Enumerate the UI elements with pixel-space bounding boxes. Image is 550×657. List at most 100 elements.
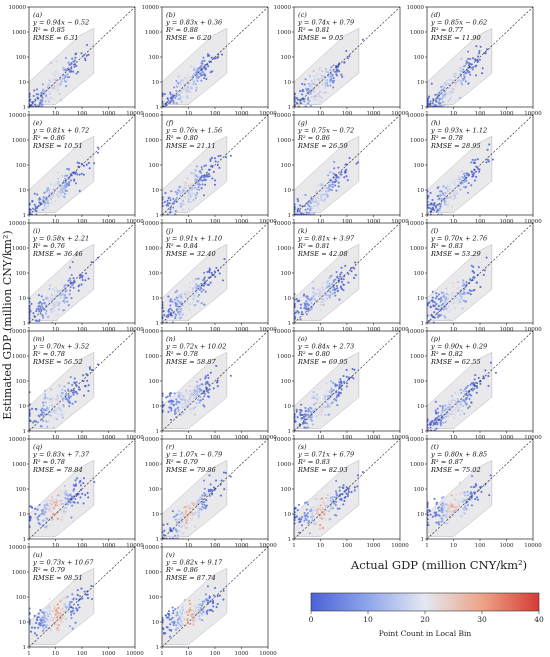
data-point — [51, 524, 54, 527]
data-point — [202, 56, 205, 59]
data-point — [304, 208, 307, 211]
data-point — [477, 376, 480, 380]
data-point — [338, 507, 341, 510]
x-tick-label: 10 — [317, 543, 324, 549]
data-point — [35, 307, 38, 310]
data-point — [299, 90, 302, 93]
data-point — [464, 498, 467, 502]
data-point — [347, 272, 350, 275]
data-point — [183, 517, 186, 520]
data-point — [485, 48, 489, 51]
data-point — [440, 104, 443, 107]
data-point — [319, 527, 322, 530]
data-point — [324, 413, 327, 417]
data-point — [466, 490, 469, 493]
data-point — [174, 190, 177, 193]
data-point — [57, 186, 61, 189]
data-point — [314, 508, 317, 511]
data-point — [443, 202, 446, 205]
y-tick-label: 10000 — [9, 221, 27, 227]
data-point — [197, 76, 200, 79]
data-point — [328, 397, 331, 400]
data-point — [189, 521, 192, 524]
data-point — [199, 378, 202, 381]
data-point — [58, 198, 61, 201]
data-point — [310, 198, 314, 201]
data-point — [65, 69, 68, 72]
r-squared: R² = 0.76 — [32, 242, 65, 250]
data-point — [173, 392, 176, 395]
data-point — [168, 537, 172, 539]
data-point — [455, 493, 458, 496]
data-point — [204, 382, 207, 386]
data-point — [177, 401, 180, 404]
data-point — [65, 289, 68, 292]
data-point — [69, 501, 72, 504]
data-point — [180, 197, 183, 200]
data-point — [436, 421, 439, 424]
rmse-value: RMSE = 21.11 — [165, 142, 216, 150]
data-point — [52, 190, 55, 193]
data-point — [162, 401, 164, 404]
data-point — [36, 616, 39, 619]
data-point — [63, 507, 66, 510]
data-point — [30, 213, 34, 215]
data-point — [50, 388, 53, 391]
data-point — [60, 510, 63, 513]
data-point — [186, 85, 190, 88]
data-point — [315, 95, 318, 98]
data-point — [203, 395, 206, 398]
data-point — [312, 69, 315, 73]
data-point — [437, 415, 440, 418]
data-point — [460, 170, 463, 173]
data-point — [204, 507, 207, 510]
data-point — [190, 191, 193, 194]
data-point — [76, 392, 79, 395]
data-point — [65, 174, 69, 177]
data-point — [302, 415, 306, 418]
data-point — [323, 200, 326, 203]
data-point — [74, 182, 78, 185]
data-point — [51, 507, 54, 510]
data-point — [339, 275, 342, 278]
data-point — [64, 497, 67, 500]
data-point — [348, 156, 351, 160]
data-point — [68, 607, 71, 610]
data-point — [190, 392, 193, 395]
data-point — [316, 193, 319, 196]
data-point — [300, 524, 303, 527]
data-point — [195, 188, 199, 191]
data-point — [444, 307, 447, 310]
data-point — [199, 607, 202, 610]
data-point — [330, 274, 333, 277]
y-tick-label: 10000 — [407, 329, 425, 335]
data-point — [457, 503, 460, 506]
data-point — [440, 414, 443, 417]
data-point — [42, 88, 45, 91]
data-point — [470, 504, 474, 507]
data-point — [458, 96, 461, 99]
data-point — [62, 309, 65, 312]
data-point — [190, 606, 194, 609]
data-point — [295, 101, 298, 104]
scatter-points — [29, 146, 99, 215]
data-point — [329, 171, 332, 174]
y-tick-label: 10 — [417, 188, 424, 194]
data-point — [46, 86, 49, 89]
data-point — [304, 422, 307, 425]
data-point — [73, 179, 76, 182]
data-point — [454, 184, 457, 187]
data-point — [182, 199, 185, 202]
data-point — [474, 159, 477, 162]
data-point — [162, 102, 164, 105]
data-point — [467, 50, 470, 53]
data-point — [427, 426, 429, 429]
data-point — [199, 496, 202, 499]
data-point — [476, 498, 480, 501]
data-point — [201, 67, 204, 70]
data-point — [427, 200, 429, 203]
data-point — [354, 261, 357, 264]
data-point — [198, 390, 201, 393]
data-point — [191, 78, 194, 81]
y-tick-label: 1000 — [12, 354, 26, 360]
